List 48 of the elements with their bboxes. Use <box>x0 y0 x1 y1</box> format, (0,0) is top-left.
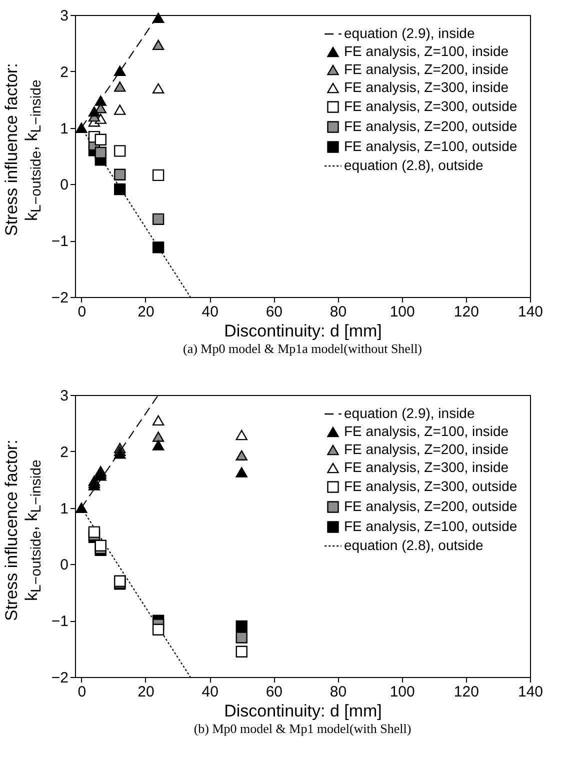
legend-label: FE analysis, Z=300, inside <box>344 79 509 95</box>
x-tick-label: 120 <box>454 304 479 320</box>
x-axis-title: Discontinuity: d [mm] <box>224 702 382 720</box>
legend-label: FE analysis, Z=300, inside <box>344 459 509 475</box>
y-tick-label: 1 <box>60 120 68 138</box>
legend-label: equation (2.9), inside <box>344 25 475 41</box>
x-tick-label: 100 <box>390 304 415 320</box>
x-tick-label: 80 <box>330 304 347 320</box>
x-tick-label: 140 <box>518 684 544 700</box>
legend-label: FE analysis, Z=200, outside <box>344 498 518 514</box>
y-tick-label: 3 <box>60 8 68 24</box>
x-tick-label: 60 <box>266 304 283 320</box>
legend-label: FE analysis, Z=200, inside <box>344 61 509 77</box>
x-tick-label: 0 <box>78 684 86 700</box>
x-axis-title: Discontinuity: d [mm] <box>224 322 382 340</box>
x-tick-label: 120 <box>454 684 479 700</box>
x-tick-label: 140 <box>518 304 544 320</box>
legend-label: FE analysis, Z=100, inside <box>344 43 509 59</box>
text: (b) Mp0 model & Mp1 model(with Shell) <box>194 721 412 736</box>
y-tick-label: 1 <box>60 500 68 518</box>
y-tick-label: 2 <box>60 444 68 461</box>
x-tick-label: 40 <box>202 304 218 320</box>
legend-label: equation (2.9), inside <box>344 405 475 421</box>
x-tick-label: 80 <box>330 684 347 700</box>
legend-label: FE analysis, Z=100, outside <box>344 138 518 154</box>
y-tick-label: −1 <box>51 233 68 250</box>
legend-label: equation (2.8), outside <box>344 157 484 173</box>
x-tick-label: 20 <box>138 684 154 700</box>
y-tick-label: 2 <box>60 64 68 81</box>
x-tick-label: 60 <box>266 684 283 700</box>
x-tick-label: 100 <box>390 684 415 700</box>
x-tick-label: 20 <box>138 304 154 320</box>
legend-label: FE analysis, Z=300, outside <box>344 98 518 114</box>
legend-label: FE analysis, Z=200, inside <box>344 441 509 457</box>
legend-label: FE analysis, Z=200, outside <box>344 118 518 134</box>
legend-label: equation (2.8), outside <box>344 537 484 553</box>
x-tick-label: 40 <box>202 684 218 700</box>
x-tick-label: 0 <box>78 304 86 320</box>
y-tick-label: −2 <box>51 290 68 306</box>
y-tick-label: 3 <box>60 388 68 404</box>
legend-label: FE analysis, Z=100, inside <box>344 423 509 439</box>
y-tick-label: 0 <box>60 556 68 574</box>
y-tick-label: 0 <box>60 176 68 194</box>
y-tick-label: −2 <box>51 670 68 686</box>
text: (a) Mp0 model & Mp1a model(without Shell) <box>182 341 422 356</box>
legend-label: FE analysis, Z=300, outside <box>344 478 518 494</box>
legend-label: FE analysis, Z=100, outside <box>344 518 518 534</box>
y-tick-label: −1 <box>51 613 68 630</box>
